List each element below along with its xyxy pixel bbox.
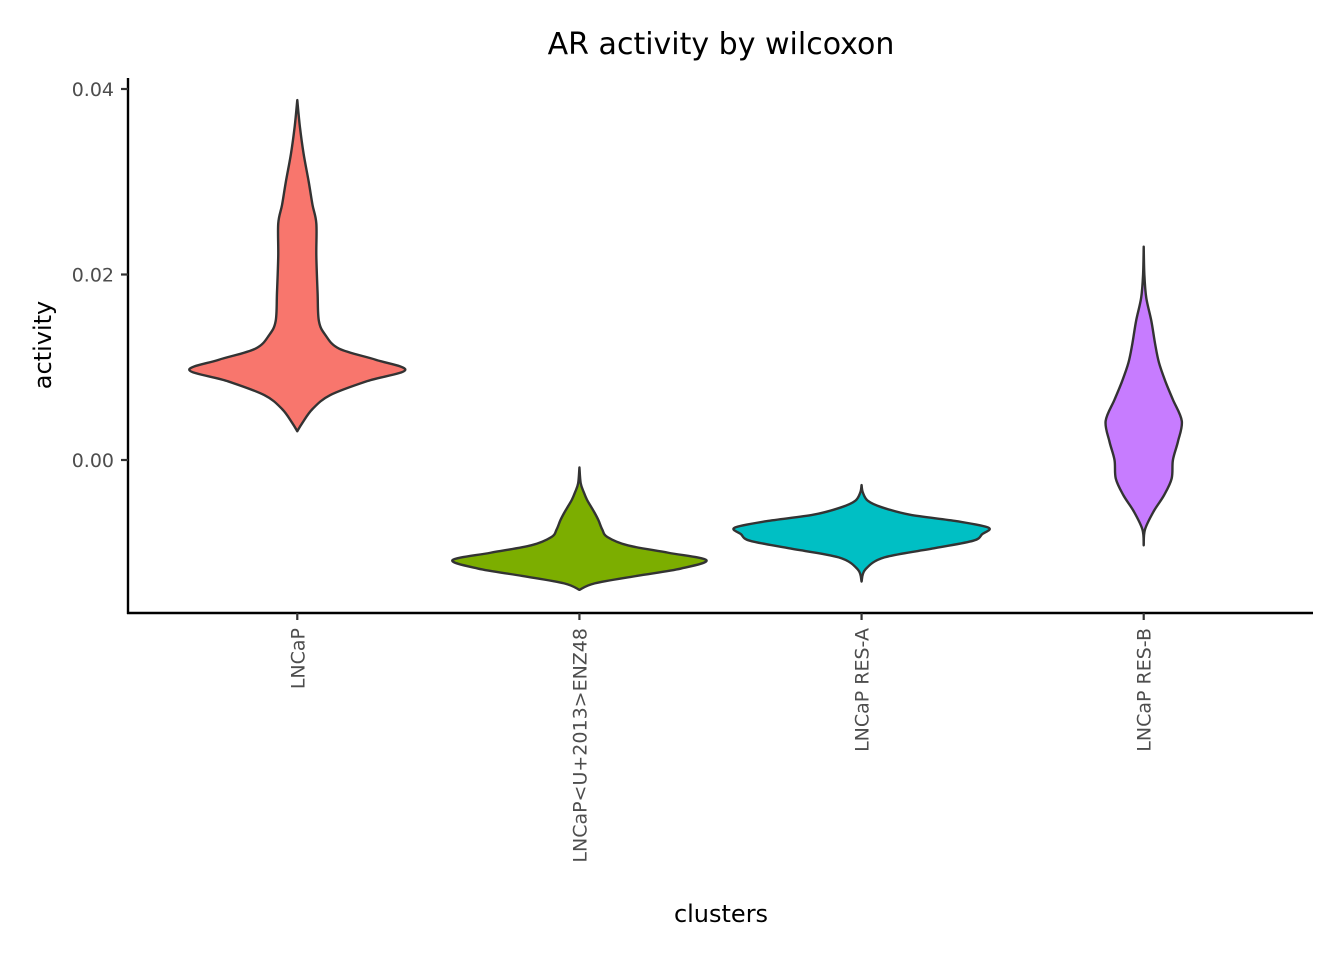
x-tick-label: LNCaP RES-A (852, 628, 874, 752)
x-tick-label: LNCaP (287, 628, 309, 689)
x-tick-label: LNCaP RES-B (1134, 628, 1156, 752)
violin-lncap-res-b (1104, 245, 1184, 547)
violin-lncap-u-2013-enz48 (451, 466, 708, 592)
y-axis-title: activity (29, 301, 57, 389)
x-axis-title: clusters (674, 900, 768, 928)
y-axis-ticks: 0.00 0.02 0.04 (72, 79, 128, 472)
y-tick-label: 0.02 (72, 265, 114, 287)
violin-lncap-res-a (732, 483, 991, 583)
violins-layer (188, 98, 1184, 592)
chart-title: AR activity by wilcoxon (548, 27, 895, 62)
violin-lncap (188, 98, 407, 433)
y-tick-label: 0.04 (72, 79, 114, 101)
x-tick-label: LNCaP<U+2013>ENZ48 (569, 628, 591, 863)
x-axis-ticks: LNCaP LNCaP<U+2013>ENZ48 LNCaP RES-A LNCaP … (287, 613, 1156, 863)
y-tick-label: 0.00 (72, 450, 114, 472)
